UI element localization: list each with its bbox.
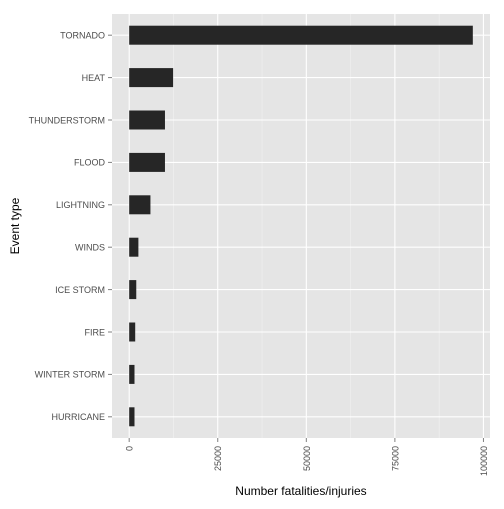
bars (129, 25, 473, 427)
x-axis: 0 25000 50000 75000 100000 (125, 438, 489, 476)
y-axis: TORNADO HEAT THUNDERSTORM FLOOD LIGHTNING WIN… (29, 31, 112, 422)
x-tick-label: 25000 (213, 446, 223, 471)
x-tick-label: 50000 (302, 446, 312, 471)
bar (129, 407, 135, 427)
y-tick-label: THUNDERSTORM (29, 115, 105, 125)
y-tick-label: LIGHTNING (56, 200, 105, 210)
bar (129, 25, 473, 45)
bar (129, 237, 139, 257)
bar (129, 195, 151, 215)
y-tick-label: TORNADO (60, 31, 105, 41)
plot-panel (112, 14, 490, 438)
bar (129, 152, 165, 172)
x-tick-label: 0 (125, 446, 135, 451)
x-axis-title: Number fatalities/injuries (235, 484, 366, 498)
y-axis-title: Event type (8, 197, 22, 254)
bar (129, 280, 137, 300)
bar (129, 68, 174, 88)
y-tick-label: WINTER STORM (35, 370, 105, 380)
x-tick-label: 75000 (390, 446, 400, 471)
y-tick-label: FIRE (84, 327, 105, 337)
y-tick-label: HEAT (82, 73, 106, 83)
bar (129, 110, 165, 130)
y-tick-label: FLOOD (74, 158, 106, 168)
y-tick-label: ICE STORM (55, 285, 105, 295)
y-tick-label: HURRICANE (51, 412, 105, 422)
y-tick-label: WINDS (75, 243, 105, 253)
x-tick-label: 100000 (479, 446, 489, 476)
bar (129, 364, 135, 384)
bar (129, 322, 136, 342)
